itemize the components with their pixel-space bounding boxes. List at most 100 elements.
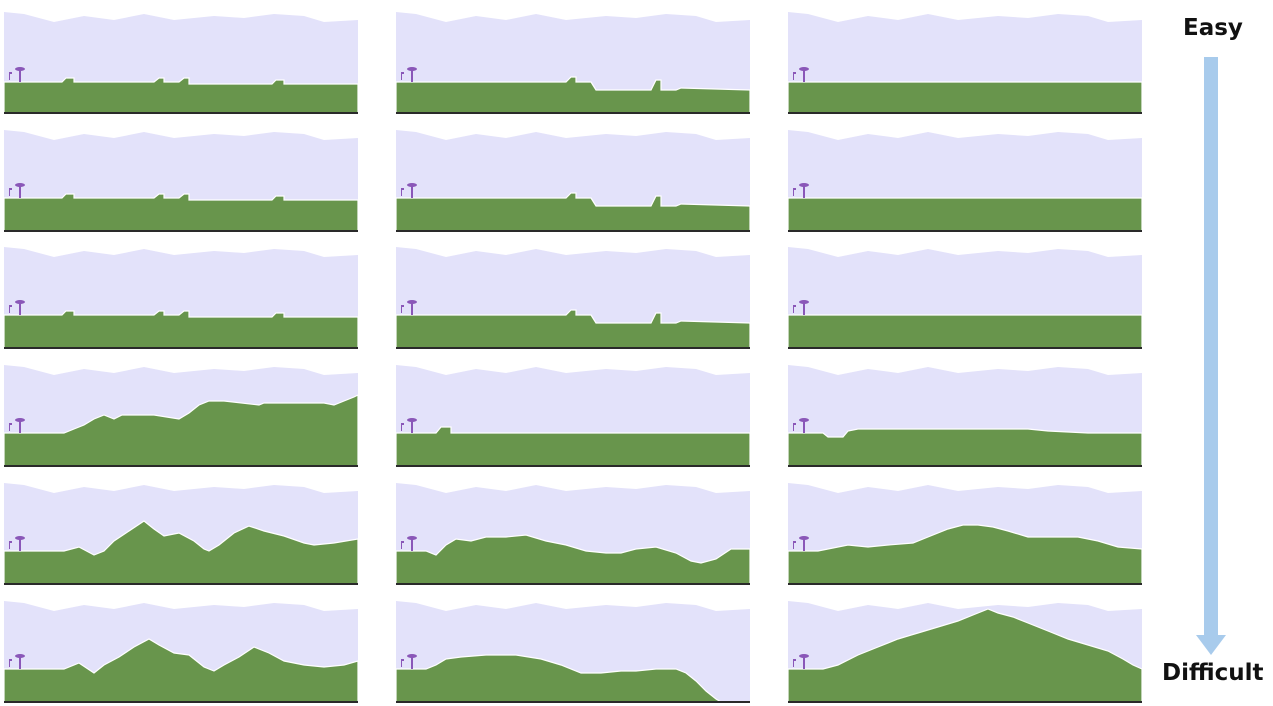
mushroom-flag-icon (793, 67, 809, 82)
level-panel (396, 483, 750, 585)
terrain-view (396, 12, 750, 114)
ground-terrain (4, 77, 358, 114)
level-panel (788, 130, 1142, 232)
mushroom-flag-icon (401, 536, 417, 551)
mushroom-flag-icon (401, 418, 417, 433)
mushroom-flag-icon (9, 183, 25, 198)
cloud-band (396, 365, 750, 375)
terrain-view (788, 365, 1142, 467)
level-panel (396, 130, 750, 232)
terrain-view (396, 130, 750, 232)
mushroom-flag-icon (401, 67, 417, 82)
baseline (788, 230, 1142, 232)
ground-terrain (788, 524, 1142, 585)
baseline (788, 465, 1142, 467)
level-panel (788, 601, 1142, 703)
baseline (4, 347, 358, 349)
baseline (4, 230, 358, 232)
difficulty-arrow-icon (1196, 57, 1226, 655)
mushroom-flag-icon (9, 536, 25, 551)
mushroom-flag-icon (401, 183, 417, 198)
mushroom-flag-icon (793, 654, 809, 669)
level-panel (396, 12, 750, 114)
mushroom-flag-icon (793, 418, 809, 433)
ground-terrain (4, 394, 358, 467)
baseline (396, 701, 750, 703)
baseline (788, 112, 1142, 114)
cloud-band (4, 130, 358, 140)
baseline (788, 347, 1142, 349)
level-panel (788, 247, 1142, 349)
level-panel (788, 483, 1142, 585)
cloud-band (4, 12, 358, 22)
cloud-band (396, 130, 750, 140)
baseline (396, 347, 750, 349)
cloud-band (4, 483, 358, 493)
level-panel (4, 247, 358, 349)
cloud-band (396, 247, 750, 257)
level-panel (4, 601, 358, 703)
cloud-band (788, 12, 1142, 22)
ground-terrain (4, 310, 358, 349)
terrain-view (788, 130, 1142, 232)
mushroom-flag-icon (793, 183, 809, 198)
ground-terrain (788, 81, 1142, 114)
terrain-view (788, 247, 1142, 349)
cloud-band (788, 130, 1142, 140)
cloud-band (4, 601, 358, 611)
terrain-view (788, 12, 1142, 114)
cloud-band (4, 247, 358, 257)
cloud-band (396, 601, 750, 611)
ground-terrain (788, 428, 1142, 467)
cloud-band (396, 483, 750, 493)
baseline (396, 465, 750, 467)
level-panel (4, 12, 358, 114)
level-panel (4, 130, 358, 232)
cloud-band (4, 365, 358, 375)
level-panel (396, 601, 750, 703)
terrain-view (4, 12, 358, 114)
terrain-view (4, 247, 358, 349)
level-panel (788, 12, 1142, 114)
terrain-view (396, 365, 750, 467)
terrain-view (4, 601, 358, 703)
terrain-view (396, 483, 750, 585)
baseline (788, 583, 1142, 585)
level-panel (788, 365, 1142, 467)
level-panel (4, 483, 358, 585)
ground-terrain (788, 314, 1142, 349)
ground-terrain (396, 534, 750, 585)
terrain-view (788, 483, 1142, 585)
cloud-band (788, 365, 1142, 375)
cloud-band (788, 601, 1142, 611)
baseline (396, 230, 750, 232)
baseline (4, 112, 358, 114)
terrain-view (4, 483, 358, 585)
ground-terrain (396, 76, 750, 114)
cloud-band (396, 12, 750, 22)
easy-label: Easy (1183, 15, 1243, 41)
mushroom-flag-icon (793, 536, 809, 551)
mushroom-flag-icon (401, 300, 417, 315)
baseline (788, 701, 1142, 703)
mushroom-flag-icon (401, 654, 417, 669)
baseline (4, 583, 358, 585)
ground-terrain (396, 654, 750, 703)
difficult-label: Difficult (1162, 660, 1264, 686)
ground-terrain (4, 638, 358, 703)
mushroom-flag-icon (9, 654, 25, 669)
ground-terrain (396, 309, 750, 349)
level-panel (4, 365, 358, 467)
cloud-band (788, 247, 1142, 257)
terrain-view (396, 247, 750, 349)
terrain-view (4, 365, 358, 467)
mushroom-flag-icon (793, 300, 809, 315)
baseline (4, 465, 358, 467)
baseline (396, 583, 750, 585)
baseline (396, 112, 750, 114)
ground-terrain (4, 520, 358, 585)
terrain-view (788, 601, 1142, 703)
ground-terrain (788, 197, 1142, 232)
baseline (4, 701, 358, 703)
